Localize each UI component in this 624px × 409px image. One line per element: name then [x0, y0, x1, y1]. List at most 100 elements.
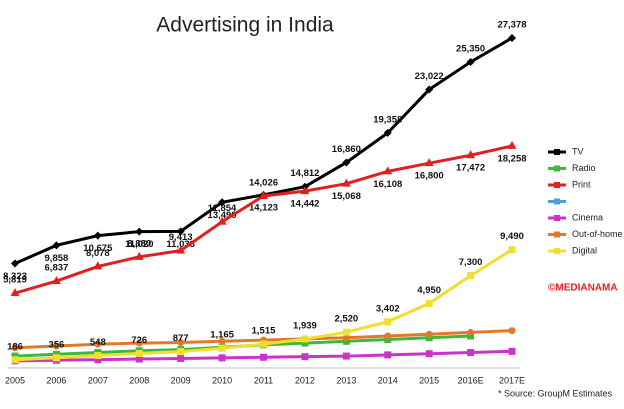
- data-label: 8,078: [86, 248, 110, 259]
- x-tick-label: 2015: [419, 375, 439, 385]
- point: [11, 259, 19, 268]
- point: [301, 335, 309, 343]
- x-tick-label: 2010: [212, 375, 232, 385]
- point: [467, 349, 475, 357]
- point: [342, 328, 350, 336]
- data-label: 1,939: [293, 321, 317, 332]
- data-label: 14,026: [249, 178, 278, 189]
- point: [508, 34, 516, 42]
- data-label: 5,819: [3, 275, 27, 286]
- point: [94, 356, 102, 364]
- legend-label: Radio: [572, 163, 596, 173]
- point: [384, 336, 392, 344]
- point: [218, 354, 226, 362]
- data-label: 19,358: [373, 114, 402, 125]
- point: [177, 338, 185, 346]
- data-label: 18,258: [497, 153, 526, 164]
- point: [134, 251, 144, 260]
- data-label: 3,402: [376, 303, 400, 314]
- data-label: 548: [90, 337, 106, 348]
- brand: ©MEDIANAMA: [548, 283, 618, 294]
- point: [425, 85, 434, 94]
- point: [11, 356, 19, 364]
- data-label: 726: [131, 335, 147, 346]
- legend-marker: [554, 231, 560, 238]
- point: [10, 288, 20, 297]
- x-tick-label: 2011: [254, 375, 273, 385]
- data-label: 27,378: [497, 20, 526, 31]
- point: [135, 355, 143, 363]
- chart-title: Advertising in India: [156, 14, 334, 37]
- legend-marker: [554, 198, 560, 205]
- point: [52, 354, 60, 362]
- data-label: 2,520: [334, 314, 358, 325]
- x-tick-label: 2009: [171, 375, 191, 385]
- x-tick-label: 2016E: [458, 375, 484, 385]
- legend-label: TV: [572, 146, 584, 156]
- data-label: 16,108: [373, 179, 402, 190]
- data-label: 4,950: [417, 285, 441, 296]
- x-tick-label: 2007: [88, 375, 108, 385]
- data-label: 16,800: [415, 171, 444, 182]
- data-label: 7,300: [459, 257, 483, 268]
- legend-label: Digital: [572, 245, 597, 255]
- point: [217, 216, 227, 225]
- point: [94, 352, 102, 360]
- data-label: 356: [48, 339, 64, 350]
- x-tick-label: 2005: [5, 375, 25, 385]
- data-label: 8,323: [3, 271, 27, 282]
- data-label: 10,675: [83, 243, 113, 254]
- point: [135, 349, 143, 357]
- data-label: 25,350: [456, 44, 485, 55]
- data-label: 11,038: [166, 239, 195, 250]
- point: [260, 353, 267, 361]
- point: [508, 327, 516, 335]
- point: [425, 334, 433, 342]
- point: [384, 351, 392, 359]
- point: [466, 150, 476, 159]
- x-tick-label: 2017E: [499, 375, 525, 385]
- point: [383, 166, 393, 175]
- point: [425, 330, 433, 338]
- point: [177, 354, 185, 362]
- point: [135, 227, 144, 236]
- data-label: 9,490: [500, 231, 524, 242]
- data-label: 6,837: [45, 263, 69, 274]
- point: [508, 246, 516, 254]
- data-label: 8,880: [127, 238, 151, 249]
- data-label: 23,022: [415, 71, 444, 82]
- point: [135, 339, 143, 347]
- legend-marker: [554, 182, 560, 188]
- data-label: 11,020: [125, 239, 154, 250]
- point: [301, 339, 309, 347]
- point: [260, 340, 267, 348]
- point: [218, 337, 226, 345]
- x-tick-label: 2014: [378, 375, 398, 385]
- x-tick-label: 2012: [295, 375, 315, 385]
- data-label: 186: [7, 341, 23, 352]
- point: [383, 128, 392, 137]
- point: [467, 328, 475, 336]
- point: [11, 352, 19, 360]
- point: [342, 337, 350, 345]
- legend-label: Print: [572, 179, 591, 189]
- data-label: 14,812: [290, 168, 319, 179]
- data-label: 14,123: [249, 202, 278, 213]
- point: [467, 272, 475, 280]
- legend-marker: [554, 149, 560, 155]
- data-label: 1,165: [210, 330, 234, 341]
- point: [52, 241, 61, 250]
- point: [93, 261, 103, 270]
- point: [218, 344, 226, 352]
- series-line: [14, 144, 513, 295]
- legend-marker: [554, 215, 560, 221]
- point: [384, 318, 392, 326]
- point: [301, 353, 309, 361]
- point: [300, 186, 310, 195]
- data-label: 9,413: [169, 232, 193, 243]
- data-label: 877: [173, 333, 189, 344]
- data-label: 16,860: [332, 144, 361, 155]
- legend-marker: [554, 165, 560, 172]
- point: [11, 344, 19, 352]
